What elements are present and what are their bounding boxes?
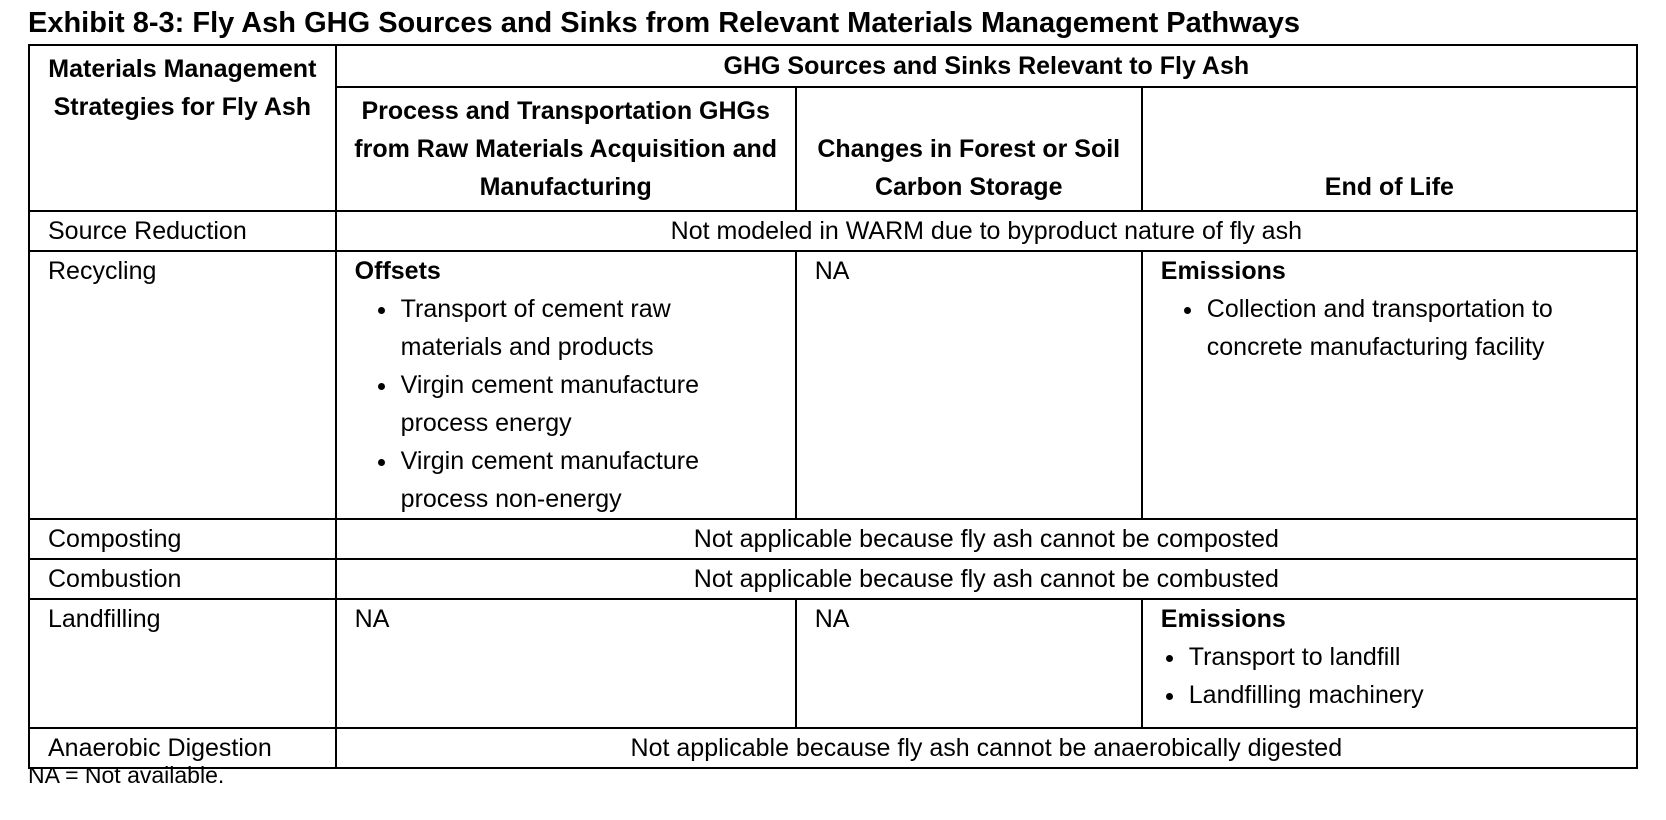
emissions-heading: Emissions	[1160, 257, 1286, 285]
header-ghg-group: GHG Sources and Sinks Relevant to Fly As…	[334, 44, 1639, 88]
landfilling-forest-cell: NA	[794, 598, 1143, 729]
strategy-label: Source Reduction	[28, 210, 337, 252]
header-strategies: Materials Management Strategies for Fly …	[28, 44, 337, 212]
spanning-note: Not applicable because fly ash cannot be…	[334, 727, 1639, 769]
offsets-heading: Offsets	[354, 257, 441, 285]
recycling-eol-cell: Emissions Collection and transportation …	[1140, 250, 1639, 520]
recycling-forest-cell: NA	[794, 250, 1143, 520]
header-forest: Changes in Forest or Soil Carbon Storage	[794, 86, 1143, 212]
strategy-label: Recycling	[28, 250, 337, 520]
recycling-process-cell: Offsets Transport of cement raw material…	[334, 250, 797, 520]
list-item: Landfilling machinery	[1187, 676, 1618, 714]
table-row: Combustion Not applicable because fly as…	[28, 558, 1639, 600]
spanning-note: Not applicable because fly ash cannot be…	[334, 518, 1639, 560]
offsets-list: Transport of cement raw materials and pr…	[355, 290, 777, 518]
emissions-heading: Emissions	[1160, 605, 1286, 633]
table-row: Composting Not applicable because fly as…	[28, 518, 1639, 560]
header-process: Process and Transportation GHGs from Raw…	[334, 86, 797, 212]
list-item: Virgin cement manufacture process non-en…	[399, 442, 777, 518]
table-row: Landfilling NA NA Emissions Transport to…	[28, 598, 1639, 729]
list-item: Transport to landfill	[1187, 638, 1618, 676]
strategy-label: Anaerobic Digestion	[28, 727, 337, 769]
spanning-note: Not modeled in WARM due to byproduct nat…	[334, 210, 1639, 252]
landfilling-process-cell: NA	[334, 598, 797, 729]
table-row: Recycling Offsets Transport of cement ra…	[28, 250, 1639, 520]
list-item: Virgin cement manufacture process energy	[399, 366, 777, 442]
header-end-of-life: End of Life	[1140, 86, 1639, 212]
emissions-list: Transport to landfill Landfilling machin…	[1161, 638, 1618, 714]
strategy-label: Landfilling	[28, 598, 337, 729]
list-item: Collection and transportation to concret…	[1205, 290, 1618, 366]
exhibit-title: Exhibit 8-3: Fly Ash GHG Sources and Sin…	[28, 7, 1301, 39]
table-row: Anaerobic Digestion Not applicable becau…	[28, 727, 1639, 769]
ghg-sources-sinks-table: Materials Management Strategies for Fly …	[28, 44, 1639, 769]
landfilling-eol-cell: Emissions Transport to landfill Landfill…	[1140, 598, 1639, 729]
spanning-note: Not applicable because fly ash cannot be…	[334, 558, 1639, 600]
footnote: NA = Not available.	[28, 762, 225, 788]
strategy-label: Composting	[28, 518, 337, 560]
emissions-list: Collection and transportation to concret…	[1161, 290, 1618, 366]
list-item: Transport of cement raw materials and pr…	[399, 290, 777, 366]
table-row: Source Reduction Not modeled in WARM due…	[28, 210, 1639, 252]
strategy-label: Combustion	[28, 558, 337, 600]
